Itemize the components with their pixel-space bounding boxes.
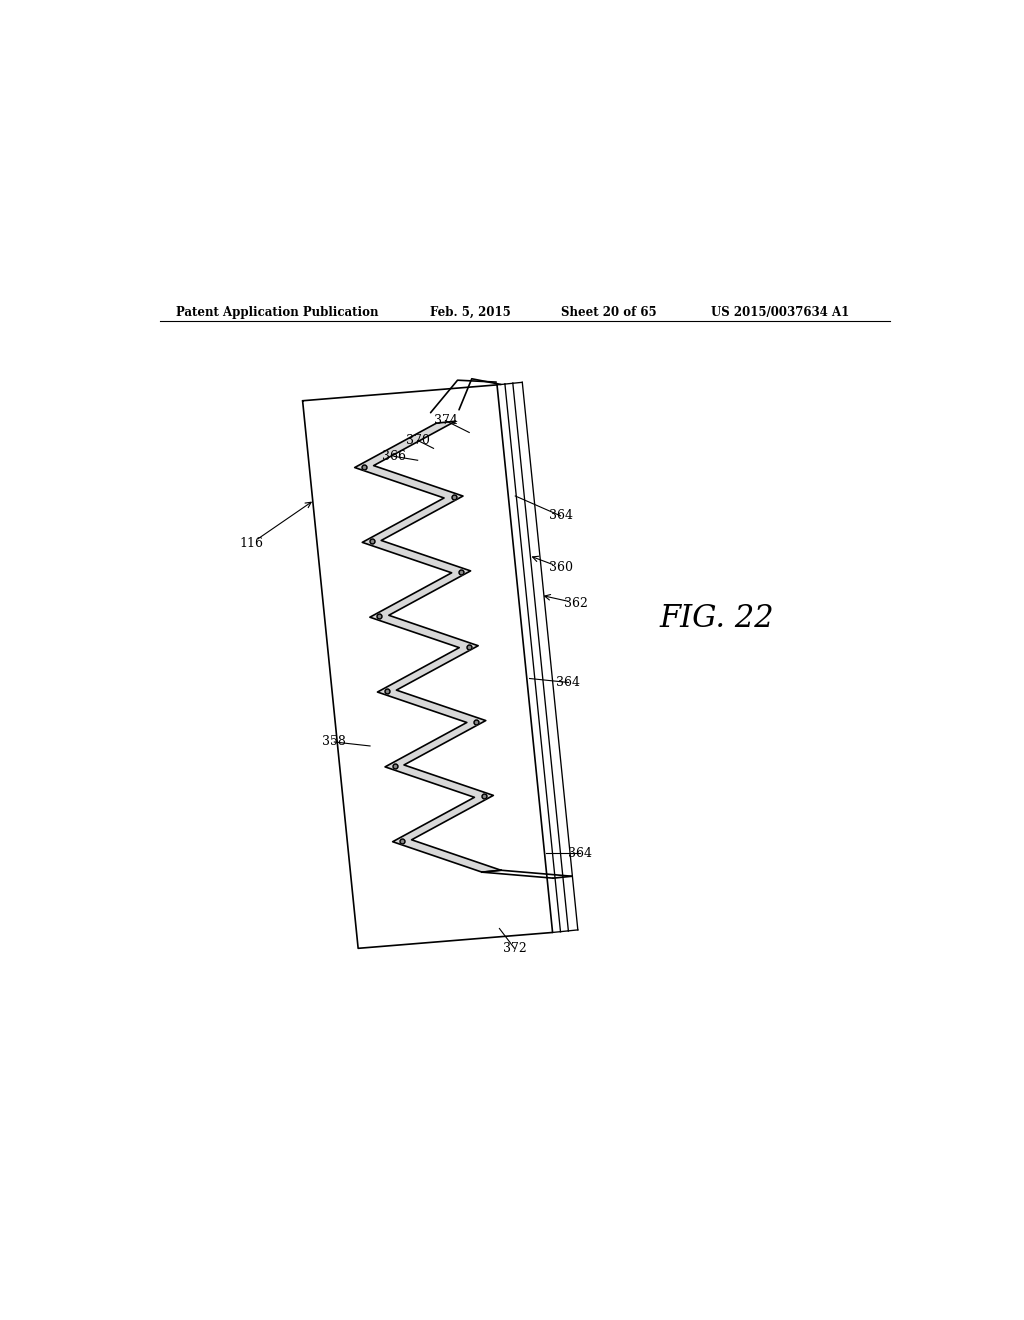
- Text: 358: 358: [323, 735, 346, 748]
- Text: 372: 372: [503, 942, 526, 954]
- Text: US 2015/0037634 A1: US 2015/0037634 A1: [712, 306, 850, 319]
- Polygon shape: [354, 421, 501, 873]
- Text: 370: 370: [406, 434, 430, 447]
- Text: 360: 360: [549, 561, 572, 574]
- Text: Sheet 20 of 65: Sheet 20 of 65: [560, 306, 656, 319]
- Text: 366: 366: [382, 450, 406, 463]
- Text: 116: 116: [239, 537, 263, 550]
- Text: FIG. 22: FIG. 22: [659, 603, 774, 635]
- Text: 364: 364: [568, 846, 592, 859]
- Text: 374: 374: [433, 414, 458, 428]
- Text: Patent Application Publication: Patent Application Publication: [176, 306, 378, 319]
- Text: 364: 364: [549, 510, 572, 523]
- Text: 364: 364: [556, 676, 581, 689]
- Text: 362: 362: [564, 597, 589, 610]
- Text: Feb. 5, 2015: Feb. 5, 2015: [430, 306, 510, 319]
